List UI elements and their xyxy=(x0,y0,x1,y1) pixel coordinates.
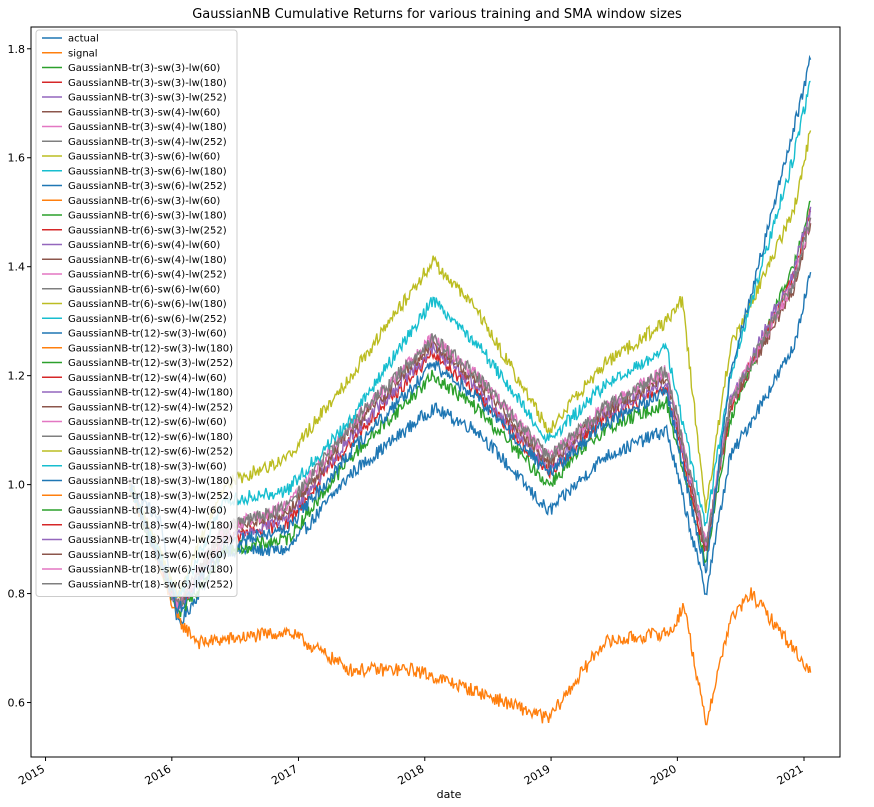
legend-label: GaussianNB-tr(6)-sw(3)-lw(60) xyxy=(68,196,220,207)
legend-label: signal xyxy=(68,48,98,59)
legend-label: GaussianNB-tr(18)-sw(4)-lw(252) xyxy=(68,535,233,546)
legend-label: GaussianNB-tr(6)-sw(6)-lw(60) xyxy=(68,284,220,295)
legend-label: GaussianNB-tr(18)-sw(3)-lw(60) xyxy=(68,461,227,472)
legend-label: GaussianNB-tr(18)-sw(4)-lw(180) xyxy=(68,520,233,531)
y-tick-label: 1.8 xyxy=(8,43,26,56)
legend-label: GaussianNB-tr(6)-sw(4)-lw(180) xyxy=(68,255,227,266)
x-axis-label: date xyxy=(437,788,462,801)
legend-label: GaussianNB-tr(18)-sw(3)-lw(180) xyxy=(68,476,233,487)
legend-label: GaussianNB-tr(3)-sw(6)-lw(180) xyxy=(68,166,227,177)
legend-label: GaussianNB-tr(12)-sw(4)-lw(60) xyxy=(68,373,227,384)
legend-label: GaussianNB-tr(6)-sw(6)-lw(252) xyxy=(68,314,227,325)
legend-label: GaussianNB-tr(3)-sw(4)-lw(252) xyxy=(68,137,227,148)
legend-label: GaussianNB-tr(3)-sw(3)-lw(180) xyxy=(68,78,227,89)
legend-label: GaussianNB-tr(3)-sw(6)-lw(60) xyxy=(68,152,220,163)
plot-frame xyxy=(30,26,841,758)
legend-label: GaussianNB-tr(18)-sw(6)-lw(180) xyxy=(68,565,233,576)
legend-label: GaussianNB-tr(18)-sw(4)-lw(60) xyxy=(68,506,227,517)
series-line-0 xyxy=(128,271,812,626)
legend-label: GaussianNB-tr(12)-sw(4)-lw(180) xyxy=(68,388,233,399)
legend-label: GaussianNB-tr(12)-sw(3)-lw(60) xyxy=(68,329,227,340)
legend-label: GaussianNB-tr(3)-sw(3)-lw(60) xyxy=(68,63,220,74)
legend-label: GaussianNB-tr(12)-sw(4)-lw(252) xyxy=(68,402,233,413)
legend-label: GaussianNB-tr(18)-sw(6)-lw(60) xyxy=(68,550,227,561)
series-line-9 xyxy=(128,80,811,599)
legend-label: GaussianNB-tr(3)-sw(4)-lw(180) xyxy=(68,122,227,133)
legend-label: GaussianNB-tr(12)-sw(3)-lw(252) xyxy=(68,358,233,369)
series-line-10 xyxy=(129,54,812,614)
y-tick-label: 0.6 xyxy=(8,697,26,710)
legend-label: GaussianNB-tr(6)-sw(6)-lw(180) xyxy=(68,299,227,310)
legend-label: GaussianNB-tr(12)-sw(6)-lw(60) xyxy=(68,417,227,428)
legend-label: actual xyxy=(68,34,99,45)
y-tick-label: 1.2 xyxy=(8,370,26,383)
legend-label: GaussianNB-tr(3)-sw(4)-lw(60) xyxy=(68,107,220,118)
plot-lines xyxy=(128,54,812,726)
y-tick-label: 0.8 xyxy=(8,588,26,601)
y-tick-label: 1.0 xyxy=(8,479,26,492)
series-line-7 xyxy=(128,217,812,609)
legend-label: GaussianNB-tr(12)-sw(6)-lw(180) xyxy=(68,432,233,443)
legend-label: GaussianNB-tr(6)-sw(4)-lw(60) xyxy=(68,240,220,251)
chart-title: GaussianNB Cumulative Returns for variou… xyxy=(192,7,682,22)
series-line-8 xyxy=(128,130,812,598)
legend-label: GaussianNB-tr(18)-sw(6)-lw(252) xyxy=(68,579,233,590)
series-line-1 xyxy=(128,481,812,726)
legend-label: GaussianNB-tr(6)-sw(3)-lw(252) xyxy=(68,225,227,236)
legend: actual signal GaussianNB-tr(3)-sw(3)-lw(60… xyxy=(35,29,238,597)
legend-label: GaussianNB-tr(3)-sw(3)-lw(252) xyxy=(68,93,227,104)
legend-box xyxy=(35,29,238,597)
legend-label: GaussianNB-tr(3)-sw(6)-lw(252) xyxy=(68,181,227,192)
legend-label: GaussianNB-tr(12)-sw(6)-lw(252) xyxy=(68,447,233,458)
legend-label: GaussianNB-tr(12)-sw(3)-lw(180) xyxy=(68,343,233,354)
y-tick-label: 1.4 xyxy=(8,261,26,274)
y-tick-label: 1.6 xyxy=(8,152,26,165)
legend-label: GaussianNB-tr(6)-sw(4)-lw(252) xyxy=(68,270,227,281)
legend-label: GaussianNB-tr(6)-sw(3)-lw(180) xyxy=(68,211,227,222)
legend-label: GaussianNB-tr(18)-sw(3)-lw(252) xyxy=(68,491,233,502)
